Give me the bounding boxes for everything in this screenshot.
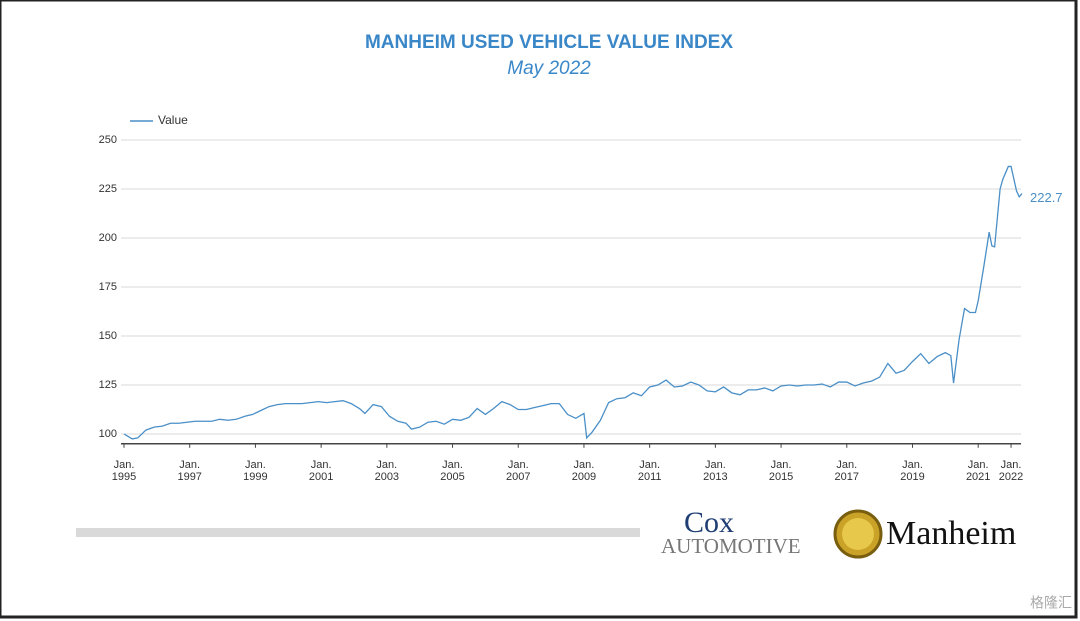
legend-label: Value (158, 113, 188, 127)
watermark: 格隆汇 (1030, 595, 1072, 611)
annotation: 222.7 (1030, 190, 1063, 205)
logo-text: Automotive (661, 534, 801, 558)
x-tick-label: Jan. 2011 (638, 459, 662, 483)
y-tick-label: 150 (99, 330, 117, 342)
logo-text: Manheim (886, 515, 1016, 552)
y-tick-label: 250 (99, 134, 117, 146)
logo-text: Cox (684, 506, 734, 539)
x-tick-label: Jan. 2022 (999, 459, 1023, 483)
chart-subtitle: May 2022 (507, 58, 591, 79)
x-tick-label: Jan. 2005 (440, 459, 464, 483)
x-tick-label: Jan. 2013 (703, 459, 727, 483)
x-tick-label: Jan. 2007 (506, 459, 530, 483)
y-tick-label: 175 (99, 281, 117, 293)
x-tick-label: Jan. 2009 (572, 459, 596, 483)
x-tick-label: Jan. 2019 (900, 459, 924, 483)
x-tick-label: Jan. 2021 (966, 459, 990, 483)
x-tick-label: Jan. 2015 (769, 459, 793, 483)
x-tick-label: Jan. 1997 (177, 459, 201, 483)
x-tick-label: Jan. 2017 (835, 459, 859, 483)
y-tick-label: 225 (99, 183, 117, 195)
chart-title: MANHEIM USED VEHICLE VALUE INDEX (365, 32, 733, 53)
data-line (123, 165, 1023, 440)
y-tick-label: 200 (99, 232, 117, 244)
x-tick-label: Jan. 2001 (309, 459, 333, 483)
divider-bar (76, 528, 640, 537)
x-tick-label: Jan. 1995 (112, 459, 136, 483)
logo-icon (842, 518, 874, 550)
x-tick-label: Jan. 2003 (375, 459, 399, 483)
y-tick-label: 125 (99, 379, 117, 391)
y-tick-label: 100 (99, 428, 117, 440)
x-tick-label: Jan. 1999 (243, 459, 267, 483)
